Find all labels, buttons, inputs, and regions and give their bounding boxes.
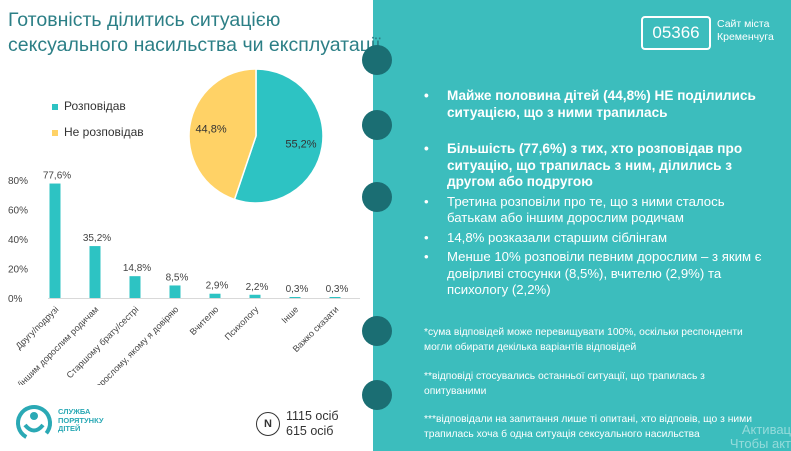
sample-size-line-2: 615 осіб bbox=[286, 424, 334, 438]
bar-value-label-5: 2,2% bbox=[246, 282, 269, 293]
bar-value-label-2: 14,8% bbox=[123, 263, 151, 274]
left-panel bbox=[0, 0, 373, 451]
pie-label-1: 44,8% bbox=[195, 124, 226, 136]
site-logo-line-1: Сайт міста bbox=[717, 18, 770, 30]
y-tick-4: 80% bbox=[8, 176, 28, 187]
category-label-5: Психологу bbox=[223, 304, 261, 342]
bar-4 bbox=[209, 293, 221, 298]
y-tick-1: 20% bbox=[8, 265, 28, 276]
finding-3: Третина розповіли про те, що з ними стал… bbox=[420, 194, 765, 227]
bar-chart: 0%20%40%60%80% 77,6%Другу/подрузі35,2%Бат… bbox=[0, 171, 360, 385]
key-findings-list: Майже половина дітей (44,8%) НЕ поділили… bbox=[420, 88, 765, 299]
bar-value-label-0: 77,6% bbox=[43, 171, 71, 182]
legend-swatch-not-told bbox=[52, 129, 58, 136]
pie-label-0: 55,2% bbox=[285, 138, 316, 150]
footnote-3: ***відповідали на запитання лише ті опит… bbox=[424, 414, 752, 440]
bar-0 bbox=[49, 183, 61, 298]
y-tick-2: 40% bbox=[8, 235, 28, 246]
org-logo-text: СЛУЖБА ПОРЯТУНКУ ДІТЕЙ bbox=[58, 407, 118, 434]
y-tick-0: 0% bbox=[8, 294, 23, 305]
watermark-line-2: Чтобы акт bbox=[729, 436, 791, 451]
sample-size-text: 1115 осіб 615 осіб bbox=[286, 409, 339, 439]
category-label-6: Інше bbox=[279, 304, 300, 325]
org-logo-icon bbox=[16, 405, 52, 441]
finding-1: Майже половина дітей (44,8%) НЕ поділили… bbox=[420, 88, 765, 121]
bar-value-label-4: 2,9% bbox=[206, 281, 229, 292]
site-logo-text: Сайт міста Кременчуга bbox=[717, 18, 787, 44]
decorative-dot-3 bbox=[362, 182, 392, 212]
bar-value-label-1: 35,2% bbox=[83, 233, 111, 244]
category-label-2: Старшому брату/сестрі bbox=[64, 304, 140, 380]
bar-value-label-7: 0,3% bbox=[326, 284, 349, 295]
legend-label-not-told: Не розповідав bbox=[64, 125, 144, 139]
decorative-dot-5 bbox=[362, 380, 392, 410]
bar-value-label-6: 0,3% bbox=[286, 284, 309, 295]
category-label-4: Вчителю bbox=[188, 304, 221, 337]
org-logo-line-1: СЛУЖБА bbox=[58, 407, 91, 416]
site-logo-line-2: Кременчуга bbox=[717, 31, 774, 43]
decorative-dot-4 bbox=[362, 316, 392, 346]
legend-swatch-told bbox=[52, 103, 58, 110]
legend-item-not-told: Не розповідав bbox=[52, 125, 144, 139]
finding-2: Більшість (77,6%) з тих, хто розповідав … bbox=[420, 141, 765, 191]
finding-5: Менше 10% розповіли певним дорослим – з … bbox=[420, 249, 765, 299]
footnote-1: *сума відповідей може перевищувати 100%,… bbox=[424, 327, 743, 353]
bar-value-label-3: 8,5% bbox=[166, 272, 189, 283]
sample-size-line-1: 1115 осіб bbox=[286, 409, 339, 423]
watermark-line-1: Активац bbox=[741, 422, 791, 437]
org-logo-line-3: ДІТЕЙ bbox=[58, 424, 81, 433]
site-logo: 05366 Сайт міста Кременчуга bbox=[641, 16, 781, 50]
bar-3 bbox=[169, 285, 181, 298]
org-logo-line-2: ПОРЯТУНКУ bbox=[58, 415, 104, 425]
legend-item-told: Розповідав bbox=[52, 99, 126, 113]
bar-6 bbox=[289, 297, 301, 298]
legend-label-told: Розповідав bbox=[64, 99, 126, 113]
site-logo-number: 05366 bbox=[641, 16, 711, 50]
footnote-2: **відповіді стосувались останньої ситуац… bbox=[424, 371, 705, 397]
bar-7 bbox=[329, 297, 341, 298]
slide-title: Готовність ділитись ситуацією сексуально… bbox=[8, 8, 381, 58]
y-tick-3: 60% bbox=[8, 206, 28, 217]
pie-slice-1 bbox=[188, 68, 257, 201]
bar-2 bbox=[129, 276, 141, 298]
activation-watermark: Активац Чтобы акт bbox=[711, 423, 791, 451]
bar-5 bbox=[249, 294, 261, 298]
bar-1 bbox=[89, 246, 101, 298]
pie-chart: 55,2% 44,8% bbox=[188, 68, 324, 204]
title-line-2: сексуального насильства чи експлуатації bbox=[8, 34, 381, 56]
decorative-dot-2 bbox=[362, 110, 392, 140]
finding-4: 14,8% розказали старшим сіблінгам bbox=[420, 230, 765, 247]
title-line-1: Готовність ділитись ситуацією bbox=[8, 9, 281, 31]
decorative-dot-1 bbox=[362, 45, 392, 75]
sample-size-badge: N bbox=[256, 412, 280, 436]
